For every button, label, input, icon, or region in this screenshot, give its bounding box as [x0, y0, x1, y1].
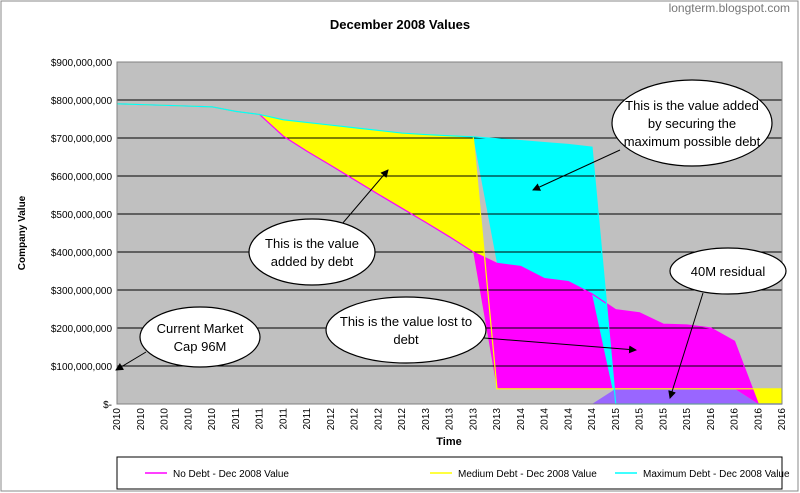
annotation-arrow — [668, 292, 704, 399]
x-tick-label: 2011 — [278, 408, 289, 430]
y-tick-label: $700,000,000 — [51, 134, 113, 145]
y-tick-label: $900,000,000 — [51, 58, 113, 69]
x-tick-label: 2010 — [183, 408, 194, 431]
annotation-text: by securing the — [648, 116, 736, 131]
legend-label: Maximum Debt - Dec 2008 Value — [643, 469, 790, 480]
annotation-text: This is the value lost to — [340, 314, 472, 329]
annotation-arrow — [483, 337, 637, 354]
annotation-text: This is the value added — [625, 98, 759, 113]
annotations: This is the value added by securing the ma… — [115, 79, 787, 399]
annotation-bubble — [139, 306, 261, 368]
y-axis-label: Company Value — [17, 195, 28, 270]
annotation-text: 40M residual — [691, 264, 766, 279]
annotation-text: debt — [393, 332, 419, 347]
annotation-bubble — [611, 79, 773, 167]
x-tick-label: 2016 — [777, 408, 788, 431]
x-tick-label: 2010 — [160, 408, 171, 431]
x-tick-label: 2014 — [516, 408, 527, 431]
y-tick-label: $500,000,000 — [51, 210, 113, 221]
annotation-bubble — [325, 296, 487, 364]
annotation-arrow — [532, 149, 621, 191]
x-tick-label: 2014 — [563, 408, 574, 431]
plot-border — [116, 61, 783, 405]
annotation-text: Current Market — [157, 321, 244, 336]
y-tick-label: $200,000,000 — [51, 324, 113, 335]
debt-loss-area — [117, 103, 782, 405]
x-tick-label: 2011 — [231, 408, 242, 430]
legend-label: Medium Debt - Dec 2008 Value — [458, 469, 597, 480]
x-tick-label: 2015 — [635, 408, 646, 431]
chart-title: December 2008 Values — [330, 17, 470, 32]
x-tick-label: 2011 — [255, 408, 266, 430]
x-tick-label: 2015 — [658, 408, 669, 431]
y-tick-label: $600,000,000 — [51, 172, 113, 183]
legend-label: No Debt - Dec 2008 Value — [173, 469, 289, 480]
annotation-text: maximum possible debt — [624, 134, 761, 149]
x-tick-label: 2013 — [445, 408, 456, 431]
x-tick-label: 2016 — [753, 408, 764, 431]
annotation-bubble — [669, 247, 787, 295]
x-tick-label: 2015 — [682, 408, 693, 431]
watermark: longterm.blogspot.com — [669, 1, 790, 15]
x-tick-label: 2012 — [326, 408, 337, 431]
y-tick-label: $800,000,000 — [51, 96, 113, 107]
annotation-arrow — [341, 169, 389, 225]
y-tick-label: $- — [103, 400, 112, 411]
debt-gain-area — [117, 103, 782, 405]
annotation-text: This is the value — [265, 236, 359, 251]
annotation-arrow — [115, 351, 147, 371]
x-tick-label: 2014 — [540, 408, 551, 431]
annotation-text: added by debt — [271, 254, 354, 269]
x-tick-label: 2013 — [492, 408, 503, 431]
x-tick-label: 2010 — [207, 408, 218, 431]
y-tick-label: $400,000,000 — [51, 248, 113, 259]
x-tick-label: 2016 — [706, 408, 717, 431]
annotation-text: Cap 96M — [174, 339, 227, 354]
annotation-bubble — [248, 218, 376, 286]
y-tick-label: $100,000,000 — [51, 362, 113, 373]
y-tick-label: $300,000,000 — [51, 286, 113, 297]
x-axis-label: Time — [436, 436, 461, 448]
x-tick-label: 2012 — [397, 408, 408, 431]
x-tick-label: 2013 — [468, 408, 479, 431]
x-tick-label: 2013 — [421, 408, 432, 431]
x-tick-label: 2014 — [587, 408, 598, 431]
x-tick-label: 2010 — [112, 408, 123, 431]
x-tick-label: 2011 — [302, 408, 313, 430]
x-tick-label: 2012 — [350, 408, 361, 431]
x-tick-label: 2015 — [611, 408, 622, 431]
x-tick-label: 2016 — [730, 408, 741, 431]
x-tick-label: 2012 — [373, 408, 384, 431]
x-tick-label: 2010 — [136, 408, 147, 431]
